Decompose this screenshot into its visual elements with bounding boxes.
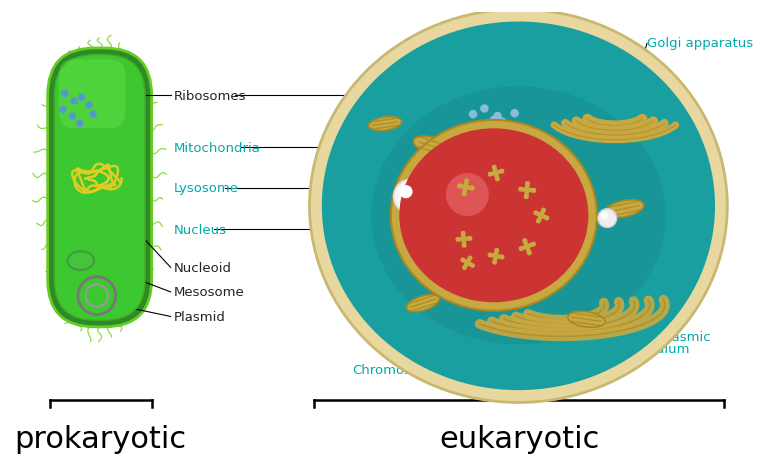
Circle shape [86, 102, 92, 109]
Ellipse shape [406, 295, 439, 312]
Circle shape [504, 122, 512, 130]
Ellipse shape [369, 118, 402, 131]
Text: Endoplasmic: Endoplasmic [627, 330, 712, 343]
Circle shape [468, 110, 477, 119]
Ellipse shape [371, 87, 666, 345]
Circle shape [480, 105, 488, 113]
Ellipse shape [413, 137, 457, 159]
Circle shape [78, 95, 84, 101]
Circle shape [498, 118, 507, 127]
Circle shape [60, 107, 66, 113]
Text: Nucleoid: Nucleoid [174, 261, 231, 274]
Text: eukaryotic: eukaryotic [439, 424, 600, 453]
Ellipse shape [322, 22, 715, 390]
Circle shape [489, 116, 498, 125]
Text: Mesosome: Mesosome [174, 286, 244, 299]
Circle shape [493, 112, 502, 121]
Ellipse shape [391, 120, 597, 311]
Ellipse shape [310, 10, 727, 403]
Circle shape [90, 112, 96, 118]
Circle shape [394, 180, 428, 214]
Circle shape [511, 109, 519, 118]
Circle shape [446, 174, 488, 216]
Text: Nucleus: Nucleus [174, 224, 227, 237]
Text: Chromosome: Chromosome [352, 363, 440, 376]
FancyBboxPatch shape [59, 60, 125, 129]
Ellipse shape [568, 312, 605, 327]
Text: prokaryotic: prokaryotic [15, 424, 187, 453]
Circle shape [598, 209, 617, 228]
Circle shape [399, 186, 412, 199]
FancyBboxPatch shape [48, 49, 151, 327]
Ellipse shape [399, 129, 588, 303]
Text: Golgi apparatus: Golgi apparatus [647, 37, 753, 50]
Circle shape [69, 114, 75, 120]
Text: Lysosome: Lysosome [174, 182, 238, 195]
Text: Plasmid: Plasmid [174, 310, 225, 323]
Circle shape [601, 212, 608, 219]
FancyBboxPatch shape [55, 56, 145, 320]
Circle shape [77, 121, 83, 128]
Text: reticulum: reticulum [627, 342, 690, 355]
Circle shape [484, 122, 492, 130]
Ellipse shape [604, 200, 644, 218]
Text: Mitochondria: Mitochondria [174, 141, 260, 154]
Circle shape [61, 91, 68, 97]
Text: Ribosomes: Ribosomes [174, 89, 246, 102]
Circle shape [71, 99, 77, 105]
